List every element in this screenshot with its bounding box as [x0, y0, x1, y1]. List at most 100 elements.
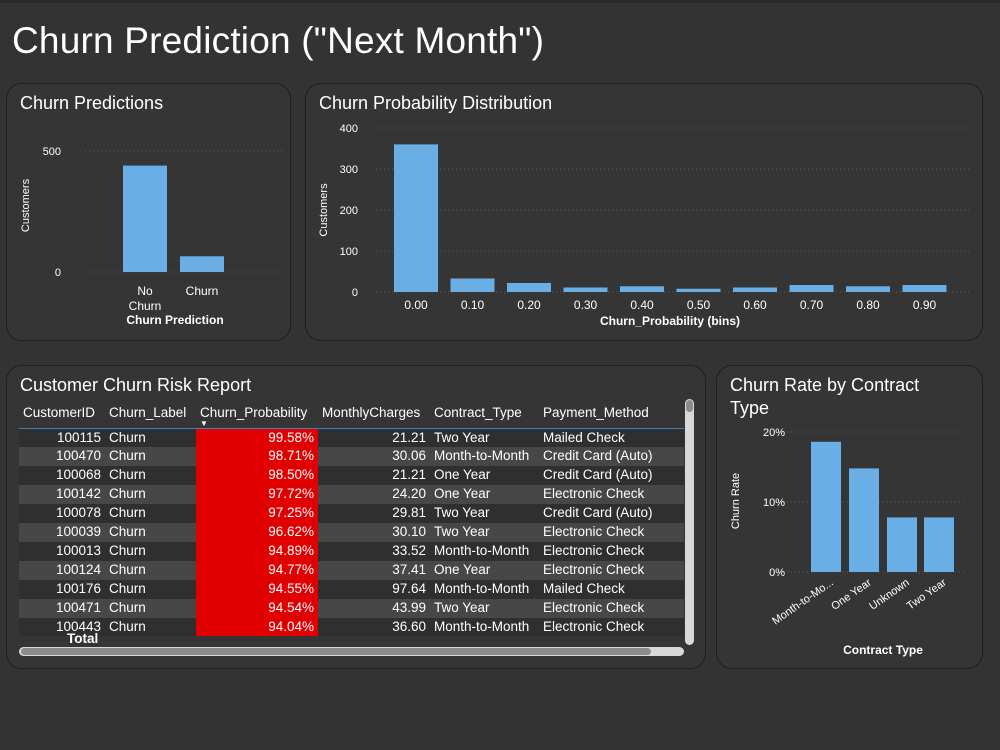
sort-descending-icon[interactable]: ▼ — [200, 418, 208, 428]
risk-report-table-viewport[interactable]: CustomerID Churn_Label Churn_Probability… — [19, 398, 684, 638]
bar-bin-0.10[interactable] — [450, 278, 495, 292]
horizontal-scrollbar[interactable] — [19, 647, 684, 656]
table-row[interactable]: 100124 Churn 94.77% 37.41 One Year Electronic… — [19, 560, 684, 580]
column-header-payment-method[interactable]: Payment_Method — [543, 405, 649, 421]
x-tick-label: 0.70 — [800, 298, 824, 312]
churn-by-contract-title: Churn Rate by Contract Type — [730, 374, 919, 420]
x-axis-label: Churn Prediction — [126, 313, 223, 327]
cell-payment-method: Electronic Check — [543, 486, 645, 502]
cell-churn-label: Churn — [109, 467, 146, 483]
horizontal-scrollbar-thumb[interactable] — [21, 648, 651, 655]
probability-distribution-panel[interactable]: Churn Probability Distribution 0 100 200 30… — [305, 83, 983, 341]
cell-customerid: 100115 — [56, 429, 101, 445]
table-row[interactable]: 100470 Churn 98.71% 30.06 Month-to-Month Cred… — [19, 447, 684, 467]
column-header-customerid[interactable]: CustomerID — [23, 405, 96, 421]
x-tick-label: Churn — [186, 284, 219, 298]
cell-payment-method: Electronic Check — [543, 561, 645, 577]
cell-customerid: 100176 — [55, 580, 101, 596]
x-tick-label: One Year — [829, 576, 874, 612]
x-tick-label: Month-to-Mo... — [770, 577, 835, 628]
table-row[interactable]: 100142 Churn 97.72% 24.20 One Year Electronic… — [19, 485, 684, 505]
x-tick-label: 0.50 — [687, 298, 711, 312]
table-row[interactable]: 100068 Churn 98.50% 21.21 One Year Credit Car… — [19, 466, 684, 486]
cell-customerid: 100470 — [55, 448, 101, 464]
y-tick-label: 300 — [340, 164, 358, 176]
y-axis-label: Customers — [318, 183, 330, 237]
window-top-border — [0, 0, 1000, 3]
table-row[interactable]: 100078 Churn 97.25% 29.81 Two Year Credit Car… — [19, 504, 684, 524]
bar-churn[interactable] — [180, 256, 224, 272]
bar-bin-0.70[interactable] — [789, 285, 834, 292]
cell-churn-probability: 99.58% — [196, 428, 318, 448]
bar-bin-0.60[interactable] — [733, 287, 777, 292]
cell-monthly-charges: 21.21 — [392, 429, 426, 445]
bar-no-churn[interactable] — [123, 165, 167, 272]
cell-churn-probability: 98.71% — [196, 447, 318, 467]
bar-unknown[interactable] — [887, 517, 917, 572]
bar-month-to-mo-[interactable] — [811, 441, 841, 572]
table-row[interactable]: 100443 Churn 94.04% 36.60 Month-to-Month Elec… — [19, 617, 684, 637]
x-tick-label: 0.10 — [461, 298, 485, 312]
cell-monthly-charges: 43.99 — [392, 599, 426, 615]
y-tick-label: 500 — [43, 146, 61, 158]
bar-bin-0.00[interactable] — [394, 144, 438, 292]
x-tick-label: No — [137, 284, 153, 298]
probability-distribution-chart[interactable]: 0 100 200 300 400 Customers 0.00 0.10 0.20 0.30 0.… — [306, 84, 983, 341]
cell-churn-label: Churn — [109, 561, 146, 577]
cell-monthly-charges: 30.06 — [392, 448, 426, 464]
x-tick-label: 0.30 — [574, 298, 598, 312]
bar-one-year[interactable] — [849, 468, 879, 572]
cell-contract-type: Two Year — [434, 505, 490, 521]
cell-customerid: 100443 — [55, 618, 101, 634]
cell-monthly-charges: 37.41 — [392, 561, 426, 577]
cell-churn-label: Churn — [109, 524, 146, 540]
x-tick-label: 0.60 — [743, 298, 767, 312]
table-row[interactable]: 100176 Churn 94.55% 97.64 Month-to-Month Mail… — [19, 579, 684, 599]
bar-bin-0.30[interactable] — [563, 287, 608, 292]
column-header-churn-label[interactable]: Churn_Label — [109, 405, 187, 421]
cell-contract-type: One Year — [434, 486, 491, 502]
cell-contract-type: Two Year — [434, 599, 490, 615]
x-tick-label: 0.00 — [404, 298, 428, 312]
x-tick-label: Churn — [129, 299, 162, 313]
cell-monthly-charges: 36.60 — [392, 618, 426, 634]
vertical-scrollbar-thumb[interactable] — [686, 400, 693, 412]
y-tick-label: 200 — [340, 205, 358, 217]
churn-by-contract-chart[interactable]: 0% 10% 20% Churn Rate Month-to-Mo...One Year… — [717, 366, 983, 669]
bar-bin-0.90[interactable] — [902, 285, 947, 292]
table-row[interactable]: 100471 Churn 94.54% 43.99 Two Year Electronic… — [19, 598, 684, 618]
cell-payment-method: Electronic Check — [543, 524, 645, 540]
y-tick-label: 400 — [340, 123, 358, 135]
cell-monthly-charges: 24.20 — [392, 486, 426, 502]
cell-contract-type: One Year — [434, 467, 491, 483]
cell-customerid: 100039 — [55, 524, 101, 540]
churn-by-contract-title-line-1: Churn Rate by Contract — [730, 375, 920, 395]
bar-bin-0.20[interactable] — [507, 282, 551, 292]
bar-bin-0.80[interactable] — [846, 286, 890, 292]
cell-payment-method: Credit Card (Auto) — [543, 505, 653, 521]
cell-churn-label: Churn — [109, 580, 146, 596]
bar-bin-0.40[interactable] — [620, 286, 664, 292]
churn-predictions-panel[interactable]: Churn Predictions 0 500 Customers No Churn Ch… — [6, 83, 291, 341]
column-header-contract-type[interactable]: Contract_Type — [434, 405, 522, 421]
column-header-monthly-charges[interactable]: MonthlyCharges — [322, 405, 421, 421]
cell-churn-label: Churn — [109, 448, 146, 464]
churn-by-contract-panel[interactable]: Churn Rate by Contract Type 0% 10% 20% Chur… — [716, 365, 983, 669]
column-header-churn-probability[interactable]: Churn_Probability ▼ — [196, 398, 318, 428]
cell-payment-method: Mailed Check — [543, 429, 625, 445]
cell-contract-type: Two Year — [434, 429, 490, 445]
cell-customerid: 100142 — [55, 486, 101, 502]
table-row[interactable]: 100115 Churn 99.58% 21.21 Two Year Mailed Che… — [19, 428, 684, 448]
cell-payment-method: Credit Card (Auto) — [543, 467, 653, 483]
bar-two-year[interactable] — [924, 517, 954, 572]
table-row[interactable]: 100039 Churn 96.62% 30.10 Two Year Electronic… — [19, 523, 684, 542]
cell-churn-probability: 96.62% — [196, 523, 318, 542]
x-tick-label: 0.40 — [630, 298, 654, 312]
cell-churn-probability: 94.54% — [196, 598, 318, 618]
table-row[interactable]: 100013 Churn 94.89% 33.52 Month-to-Month Elec… — [19, 541, 684, 561]
cell-payment-method: Mailed Check — [543, 580, 625, 596]
bar-bin-0.50[interactable] — [676, 288, 721, 292]
vertical-scrollbar[interactable] — [685, 399, 694, 645]
risk-report-panel[interactable]: Customer Churn Risk Report CustomerID Ch… — [6, 365, 706, 669]
